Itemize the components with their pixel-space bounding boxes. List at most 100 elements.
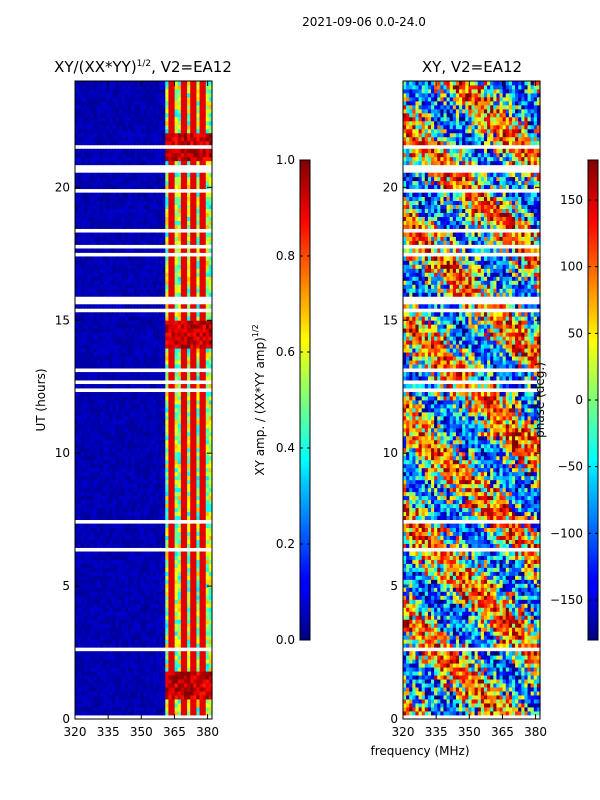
amplitude-cell: [118, 563, 123, 568]
amplitude-cell: [99, 443, 104, 449]
amplitude-cell: [177, 324, 182, 329]
amplitude-cell: [90, 551, 95, 556]
amplitude-cell: [155, 304, 160, 309]
amplitude-cell: [103, 551, 107, 556]
amplitude-cell: [84, 603, 89, 608]
amplitude-cell: [137, 324, 141, 329]
amplitude-cell: [162, 623, 166, 628]
amplitude-cell: [81, 535, 85, 540]
amplitude-cell: [127, 396, 132, 401]
amplitude-cell: [174, 372, 179, 377]
amplitude-cell: [183, 703, 188, 708]
amplitude-cell: [168, 527, 173, 532]
amplitude-cell: [75, 447, 79, 453]
amplitude-cell: [99, 232, 104, 237]
amplitude-cell: [143, 459, 148, 465]
amplitude-cell: [103, 332, 107, 337]
amplitude-cell: [109, 376, 113, 381]
amplitude-cell: [152, 443, 157, 449]
amplitude-cell: [106, 523, 110, 528]
amplitude-cell: [159, 216, 163, 221]
amplitude-cell: [99, 551, 104, 556]
amplitude-cell: [121, 332, 126, 337]
amplitude-cell: [146, 260, 151, 265]
amplitude-cell: [115, 240, 120, 245]
amplitude-cell: [124, 699, 129, 704]
amplitude-cell: [155, 248, 160, 253]
amplitude-cell: [174, 515, 179, 521]
amplitude-cell: [208, 471, 213, 477]
amplitude-cell: [99, 679, 104, 684]
amplitude-cell: [109, 615, 113, 620]
amplitude-cell: [146, 264, 151, 269]
amplitude-cell: [131, 571, 135, 576]
amplitude-cell: [177, 507, 182, 513]
amplitude-cell: [202, 515, 207, 521]
amplitude-cell: [205, 515, 210, 521]
amplitude-cell: [78, 364, 82, 369]
amplitude-cell: [199, 415, 204, 421]
amplitude-cell: [202, 615, 207, 620]
amplitude-cell: [159, 332, 163, 337]
amplitude-cell: [81, 324, 85, 329]
amplitude-cell: [174, 667, 179, 672]
amplitude-cell: [183, 268, 188, 273]
amplitude-cell: [177, 248, 182, 253]
amplitude-cell: [190, 447, 194, 453]
amplitude-cell: [149, 499, 154, 505]
amplitude-cell: [96, 571, 101, 576]
amplitude-cell: [143, 503, 148, 509]
amplitude-cell: [146, 447, 151, 453]
amplitude-cell: [174, 571, 179, 576]
amplitude-cell: [180, 463, 185, 469]
amplitude-cell: [131, 312, 135, 317]
amplitude-cell: [171, 491, 176, 497]
amplitude-cell: [112, 372, 117, 377]
amplitude-cell: [103, 527, 107, 532]
amplitude-cell: [180, 447, 185, 453]
amplitude-cell: [124, 376, 129, 381]
amplitude-cell: [149, 455, 154, 461]
amplitude-cell: [143, 483, 148, 489]
amplitude-cell: [159, 403, 163, 409]
amplitude-cell: [78, 687, 82, 692]
amplitude-cell: [187, 583, 191, 588]
amplitude-cell: [134, 344, 138, 349]
amplitude-cell: [199, 272, 204, 277]
amplitude-cell: [143, 364, 148, 369]
amplitude-cell: [187, 499, 191, 505]
amplitude-cell: [165, 555, 170, 560]
amplitude-cell: [137, 531, 141, 536]
amplitude-cell: [75, 667, 79, 672]
amplitude-cell: [99, 400, 104, 405]
amplitude-cell: [106, 356, 110, 361]
amplitude-cell: [93, 328, 98, 333]
amplitude-cell: [121, 711, 126, 716]
amplitude-cell: [87, 340, 92, 345]
amplitude-cell: [202, 248, 207, 253]
amplitude-cell: [140, 703, 145, 708]
amplitude-cell: [162, 659, 166, 664]
amplitude-cell: [183, 284, 188, 289]
amplitude-cell: [106, 623, 110, 628]
amplitude-cell: [96, 324, 101, 329]
amplitude-cell: [196, 248, 201, 253]
amplitude-cell: [127, 272, 132, 277]
amplitude-cell: [127, 403, 132, 409]
amplitude-cell: [137, 483, 141, 489]
amplitude-cell: [99, 328, 104, 333]
amplitude-cell: [205, 336, 210, 341]
amplitude-cell: [118, 639, 123, 644]
amplitude-cell: [190, 443, 194, 449]
amplitude-cell: [109, 352, 113, 357]
amplitude-cell: [193, 284, 198, 289]
amplitude-cell: [202, 551, 207, 556]
amplitude-cell: [196, 268, 201, 273]
amplitude-cell: [208, 627, 213, 632]
amplitude-cell: [180, 220, 185, 225]
amplitude-cell: [159, 695, 163, 700]
amplitude-cell: [131, 392, 135, 397]
amplitude-cell: [106, 499, 110, 505]
amplitude-cell: [115, 316, 120, 321]
amplitude-cell: [112, 507, 117, 513]
